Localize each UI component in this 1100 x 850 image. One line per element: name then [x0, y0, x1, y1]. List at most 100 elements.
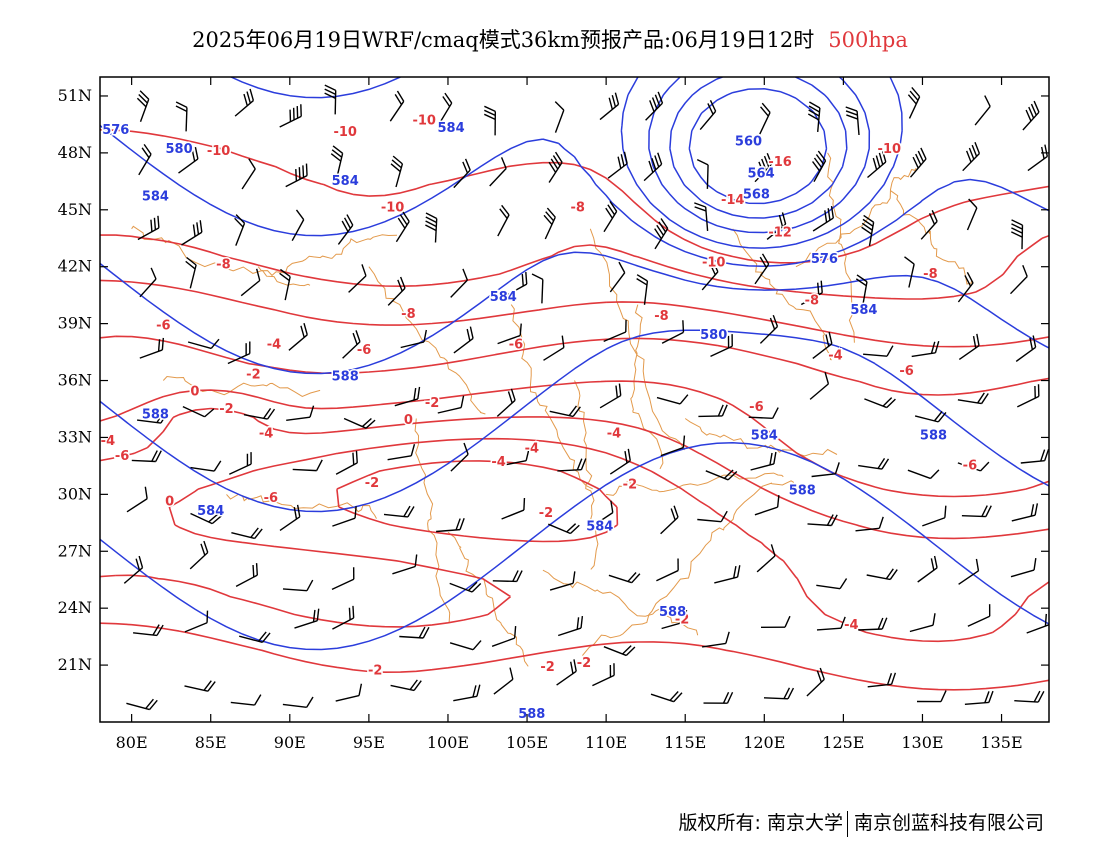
wind-barb [645, 91, 664, 121]
temperature-label: -4 [828, 349, 842, 364]
temperature-label: -6 [509, 337, 523, 352]
wind-barb [922, 505, 947, 527]
boundary-line [589, 228, 685, 451]
temperature-label: -10 [207, 144, 231, 159]
wind-barb [974, 95, 991, 126]
height-label: 584 [142, 189, 169, 204]
wind-barb [137, 411, 168, 424]
height-label: 584 [490, 290, 517, 305]
height-label: 588 [920, 428, 947, 443]
height-label: 588 [332, 370, 359, 385]
temperature-label: -4 [607, 426, 621, 441]
geopotential-height-contours [100, 77, 1049, 651]
wind-barb [348, 264, 367, 293]
lat-tick-label: 39N [58, 314, 92, 333]
wind-barb [608, 572, 641, 584]
height-label: 588 [659, 605, 686, 620]
temperature-label: 0 [165, 495, 174, 510]
wind-barb [811, 462, 840, 478]
wind-barb [294, 608, 320, 629]
temperature-contour [100, 380, 1049, 498]
wind-barb [701, 631, 730, 648]
wind-barb [660, 435, 686, 457]
wind-barb [864, 397, 896, 409]
wind-barb [324, 84, 337, 115]
lat-tick-label: 27N [58, 541, 92, 560]
boundary-line [510, 304, 593, 490]
wind-barb [766, 212, 787, 240]
temperature-label: -4 [491, 455, 505, 470]
wind-barb [863, 345, 894, 357]
temperature-contour [100, 335, 1049, 396]
temperature-label: -2 [539, 506, 553, 521]
wind-barb [650, 691, 683, 703]
wind-barb [809, 372, 830, 400]
wind-barb [556, 659, 577, 686]
wind-barb [483, 105, 497, 136]
temperature-label: 0 [404, 413, 413, 428]
temperature-label: -2 [365, 476, 379, 491]
temperature-label: -6 [899, 364, 913, 379]
wind-barb [383, 505, 415, 518]
height-label: 584 [751, 428, 778, 443]
wind-barb [592, 500, 614, 527]
temperature-label: -8 [654, 309, 668, 324]
wind-barb [703, 691, 734, 704]
wind-barb [607, 151, 628, 179]
wind-barb [1016, 384, 1040, 408]
wind-barb [437, 395, 465, 414]
temperature-label: -8 [216, 258, 230, 273]
boundary-line [582, 480, 795, 656]
wind-barb [184, 610, 209, 633]
wind-barb [279, 268, 291, 301]
wind-barb [811, 150, 827, 183]
wind-barb [139, 337, 165, 359]
lon-tick-label: 90E [274, 733, 306, 752]
temperature-contour [100, 129, 1049, 264]
wind-barb [496, 388, 516, 417]
wind-barb [911, 340, 940, 358]
wind-barb [957, 271, 974, 303]
wind-barb [394, 386, 421, 407]
wind-barb [759, 314, 779, 344]
wind-barb [1022, 100, 1040, 131]
wind-barb [241, 158, 256, 190]
wind-barb [436, 518, 465, 533]
temperature-label: -2 [246, 368, 260, 383]
wind-barb [133, 624, 164, 637]
plot-frame [99, 76, 1050, 723]
wind-barb [660, 505, 679, 535]
wind-barb [187, 338, 220, 350]
wind-barb [438, 92, 453, 124]
height-label: 576 [811, 252, 838, 267]
lat-tick-label: 33N [58, 427, 92, 446]
wind-barb [184, 680, 216, 692]
temperature-label: -6 [749, 400, 763, 415]
wind-barb [557, 458, 587, 472]
lon-tick-label: 80E [116, 733, 148, 752]
height-label: 584 [438, 121, 465, 136]
wind-barb [1027, 144, 1049, 172]
height-label: 564 [748, 167, 775, 182]
wind-barb [699, 100, 717, 131]
wind-barb [126, 698, 158, 711]
wind-barb [400, 329, 428, 349]
boundary-line [257, 234, 398, 277]
wind-barb [138, 143, 152, 176]
wind-barb [450, 442, 469, 472]
wind-barb [807, 101, 821, 132]
wind-barb [126, 486, 148, 513]
temperature-label: -6 [156, 318, 170, 333]
wind-barb [330, 145, 344, 177]
wind-barb [235, 563, 259, 588]
wind-barb [603, 645, 636, 657]
wind-barb [493, 667, 514, 695]
height-label: 580 [700, 328, 727, 343]
temperature-label: -2 [368, 664, 382, 679]
wind-barb [502, 448, 530, 466]
wind-barb [748, 407, 779, 420]
temperature-label: -10 [878, 142, 902, 157]
wind-barb [957, 461, 990, 472]
wind-barb [291, 209, 305, 242]
contour-labels: -10 -10 -10 -10 -8 -16 -14 -12 -10 -10 -8 -8 -8 -8 -8 -… [100, 112, 979, 722]
